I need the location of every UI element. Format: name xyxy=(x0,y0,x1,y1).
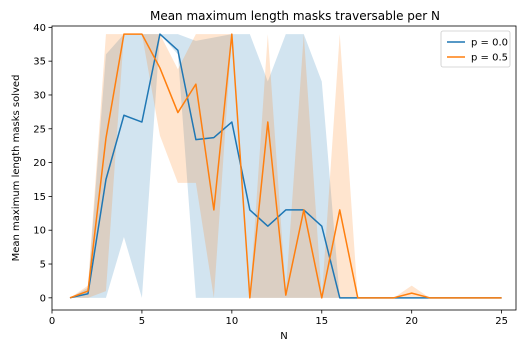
x-tick-label: 5 xyxy=(139,316,145,327)
y-tick-label: 30 xyxy=(33,90,46,101)
legend: p = 0.0 p = 0.5 xyxy=(440,30,511,68)
x-tick-label: 25 xyxy=(495,316,508,327)
x-axis-label: N xyxy=(280,331,287,342)
y-tick-label: 15 xyxy=(33,192,46,203)
y-tick-label: 0 xyxy=(40,293,46,304)
x-tick-label: 20 xyxy=(405,316,418,327)
y-tick-label: 10 xyxy=(33,226,46,237)
band-series-1 xyxy=(69,34,502,298)
plot-frame xyxy=(51,25,517,311)
y-axis-label: Mean maximum length masks solved xyxy=(11,75,22,262)
x-axis-ticks: 0 5 10 15 20 25 xyxy=(49,310,508,327)
y-tick-label: 40 xyxy=(33,23,46,34)
legend-label: p = 0.5 xyxy=(471,53,508,64)
y-axis-ticks: 0 5 10 15 20 25 30 35 40 xyxy=(33,23,52,304)
confidence-bands xyxy=(69,34,502,298)
y-tick-label: 5 xyxy=(40,260,46,271)
legend-label: p = 0.0 xyxy=(471,38,508,49)
y-tick-label: 20 xyxy=(33,158,46,169)
line-series-1 xyxy=(69,33,502,299)
y-tick-label: 25 xyxy=(33,124,46,135)
y-tick-label: 35 xyxy=(33,57,46,68)
band-series-0 xyxy=(69,34,502,298)
x-tick-label: 10 xyxy=(225,316,238,327)
legend-box xyxy=(440,30,511,68)
chart-title: Mean maximum length masks traversable pe… xyxy=(150,9,440,23)
series-lines xyxy=(69,33,502,299)
x-tick-label: 0 xyxy=(49,316,55,327)
x-tick-label: 15 xyxy=(315,316,328,327)
